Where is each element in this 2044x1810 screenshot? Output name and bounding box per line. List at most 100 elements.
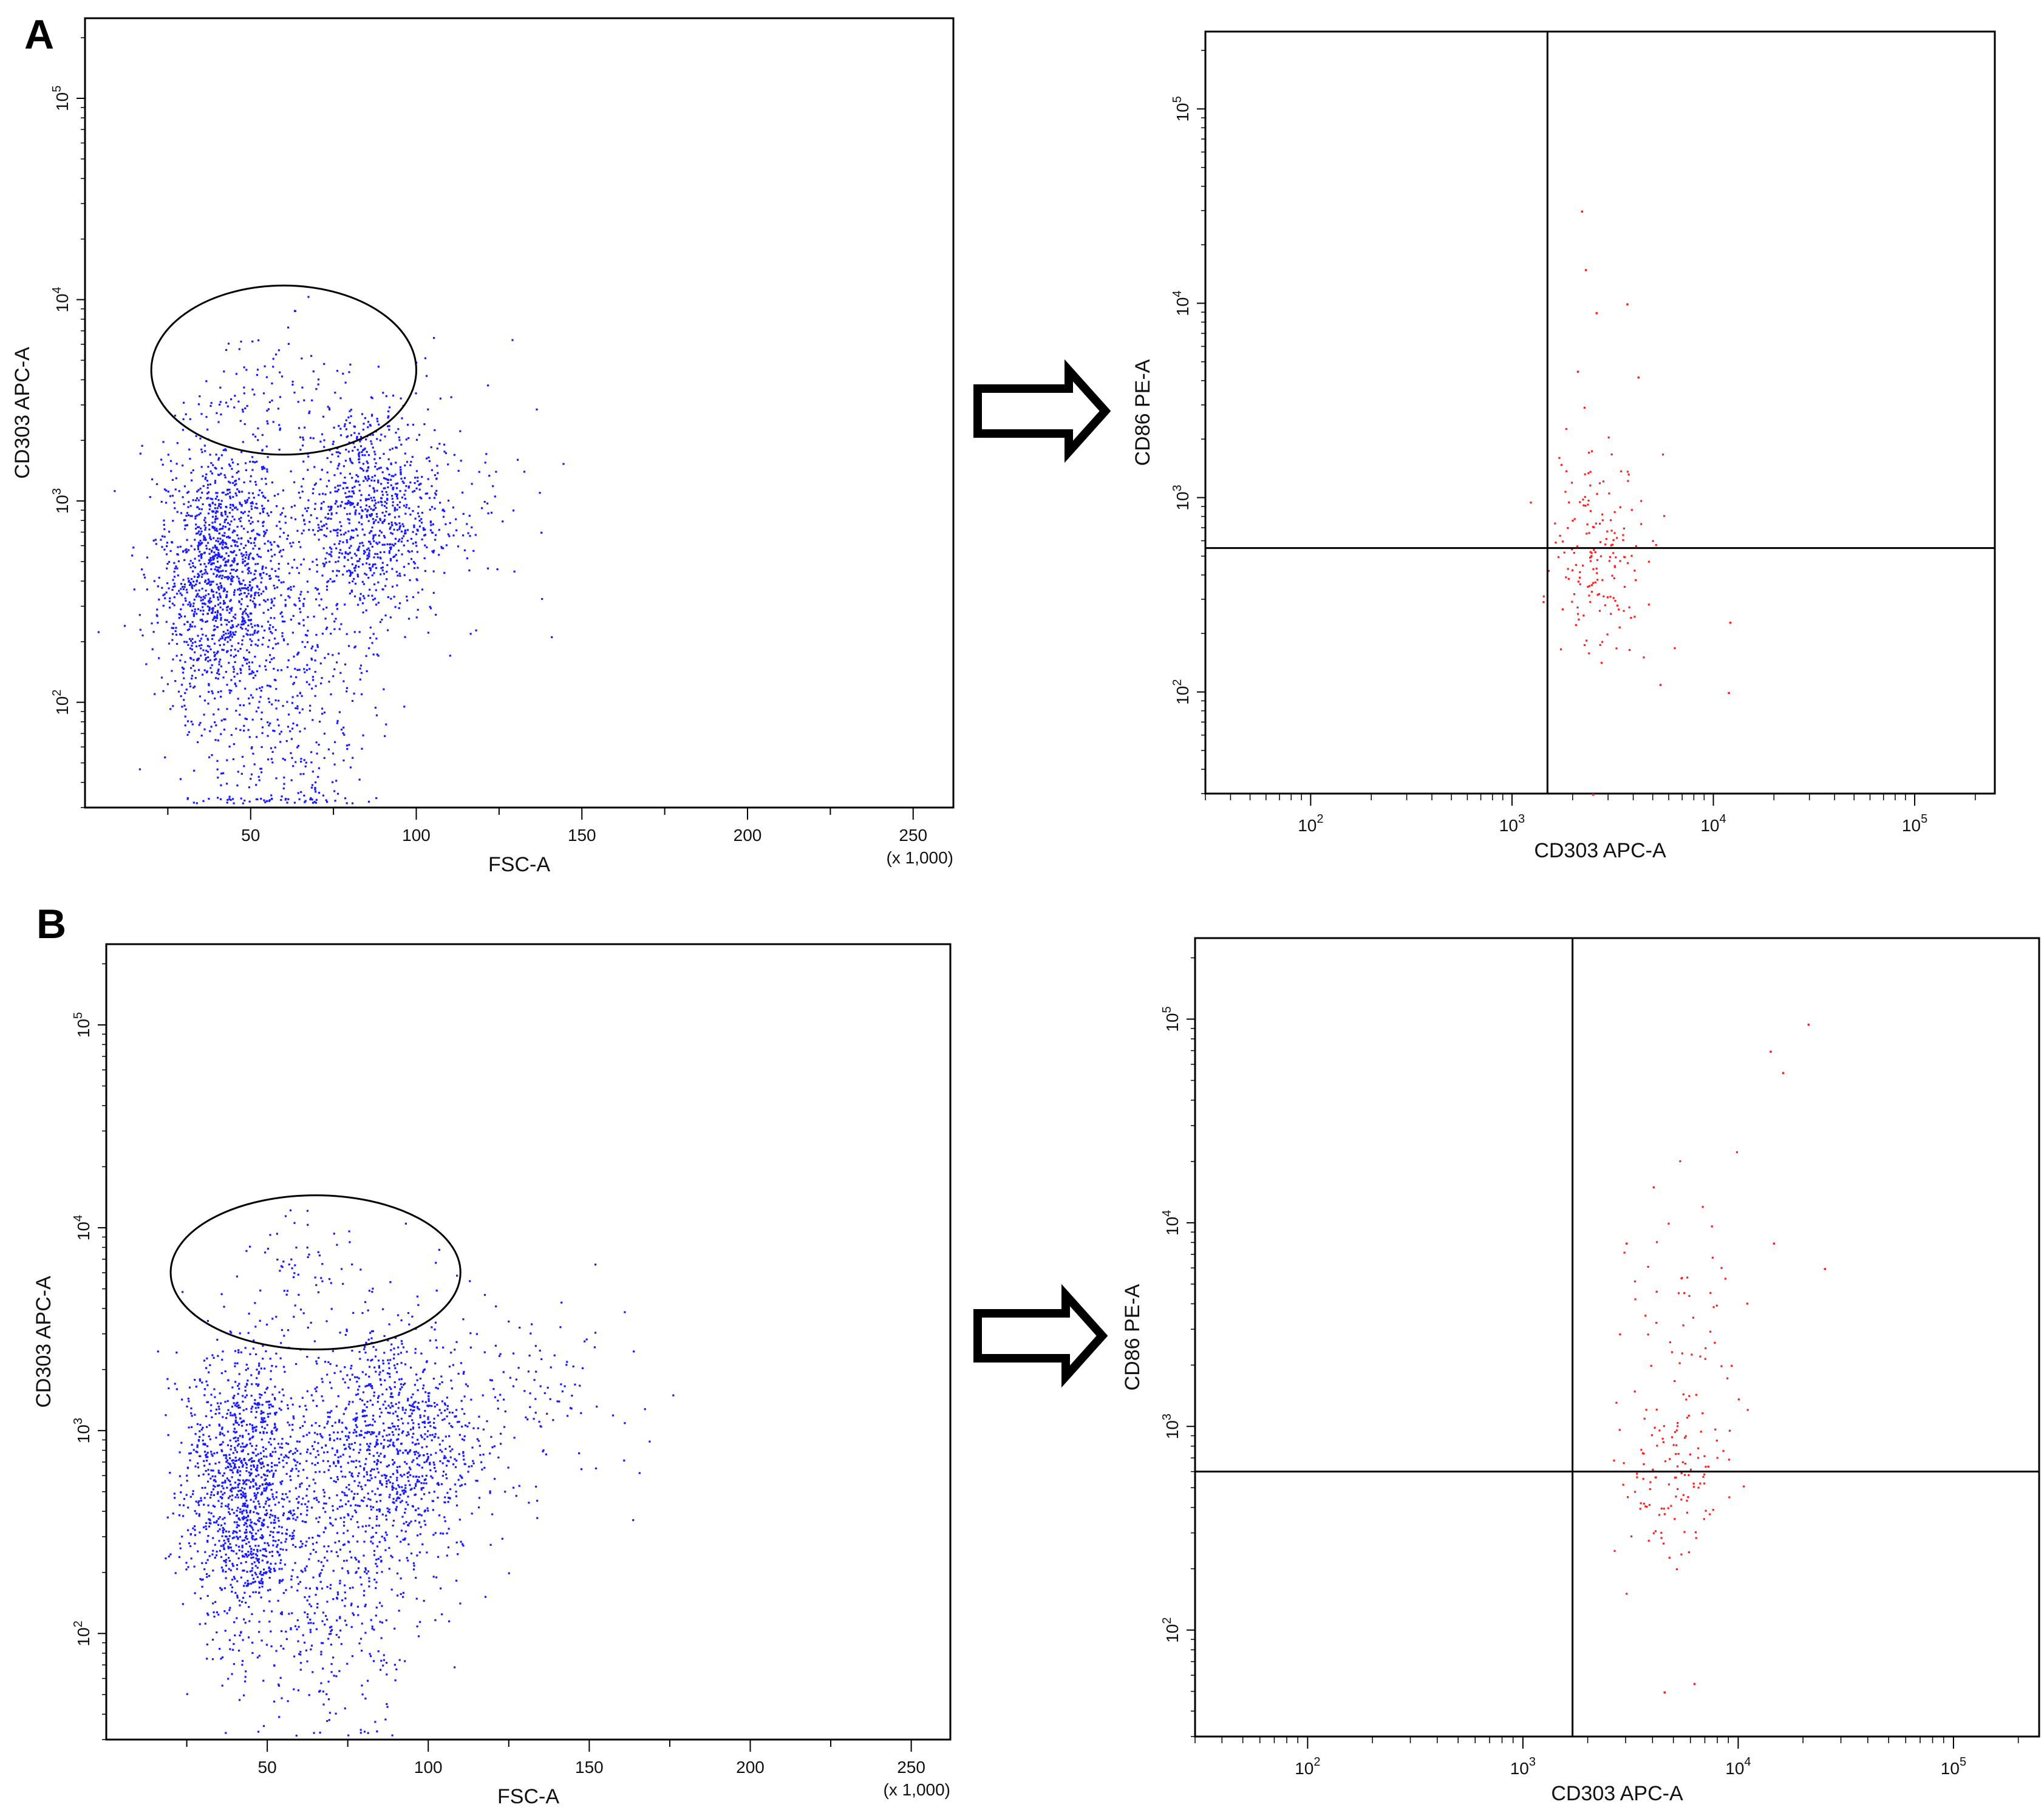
data-point bbox=[334, 486, 336, 489]
data-point bbox=[390, 521, 393, 524]
data-point bbox=[249, 1487, 251, 1489]
data-point bbox=[291, 383, 294, 386]
data-point bbox=[359, 542, 361, 545]
data-point bbox=[368, 555, 370, 558]
data-point bbox=[364, 1605, 366, 1608]
data-point bbox=[231, 1414, 234, 1417]
data-point bbox=[234, 544, 237, 546]
data-point bbox=[211, 580, 213, 583]
data-point bbox=[312, 719, 314, 721]
data-point bbox=[214, 654, 216, 656]
data-point bbox=[275, 575, 278, 577]
data-point bbox=[415, 542, 417, 544]
data-point bbox=[208, 1371, 210, 1373]
data-point bbox=[138, 614, 141, 616]
data-point bbox=[353, 446, 356, 448]
data-point bbox=[247, 1367, 250, 1370]
data-point bbox=[233, 406, 236, 409]
data-point bbox=[387, 1404, 390, 1407]
data-point bbox=[233, 675, 236, 678]
data-point bbox=[251, 1581, 254, 1584]
data-point bbox=[375, 506, 377, 509]
data-point bbox=[364, 498, 367, 500]
data-point bbox=[226, 1486, 228, 1489]
data-point bbox=[268, 627, 271, 630]
data-point bbox=[206, 1643, 208, 1645]
data-point bbox=[380, 1383, 383, 1386]
data-point bbox=[262, 590, 265, 593]
data-point bbox=[184, 524, 186, 527]
data-point bbox=[152, 539, 155, 542]
data-point bbox=[217, 1469, 220, 1472]
data-point bbox=[211, 754, 213, 757]
data-point bbox=[254, 481, 257, 483]
data-point bbox=[415, 438, 418, 441]
data-point bbox=[254, 629, 256, 632]
data-point bbox=[355, 1504, 357, 1506]
data-point bbox=[207, 660, 210, 662]
data-point bbox=[219, 386, 222, 389]
data-point bbox=[196, 1446, 199, 1448]
data-point bbox=[214, 507, 216, 509]
data-point bbox=[248, 1479, 250, 1482]
data-point bbox=[354, 566, 356, 569]
data-point bbox=[267, 549, 270, 552]
data-point bbox=[166, 545, 168, 548]
data-point bbox=[186, 629, 189, 631]
data-point bbox=[242, 587, 245, 590]
data-point bbox=[264, 1513, 267, 1516]
data-point bbox=[255, 1454, 257, 1457]
data-point bbox=[251, 1457, 253, 1460]
data-point bbox=[369, 626, 372, 629]
data-point bbox=[274, 746, 276, 749]
data-point bbox=[239, 583, 242, 585]
data-point bbox=[279, 741, 282, 743]
data-point bbox=[196, 514, 199, 517]
data-point bbox=[435, 1346, 438, 1349]
data-point bbox=[240, 797, 242, 800]
data-point bbox=[484, 1596, 487, 1598]
data-point bbox=[257, 630, 259, 633]
data-point bbox=[214, 1556, 216, 1559]
data-point bbox=[258, 1503, 261, 1505]
data-point bbox=[246, 498, 249, 501]
data-point bbox=[356, 502, 359, 505]
data-point bbox=[276, 1545, 278, 1548]
data-point bbox=[203, 1359, 206, 1362]
data-point bbox=[178, 1514, 180, 1517]
data-point bbox=[432, 1461, 435, 1464]
data-point bbox=[1595, 567, 1598, 570]
data-point bbox=[262, 467, 265, 469]
data-point bbox=[251, 1383, 253, 1386]
data-point bbox=[229, 1469, 231, 1471]
data-point bbox=[182, 429, 184, 431]
data-point bbox=[393, 506, 396, 509]
data-point bbox=[207, 656, 210, 659]
data-point bbox=[173, 562, 175, 564]
data-point bbox=[308, 568, 311, 570]
data-point bbox=[391, 495, 393, 497]
data-point bbox=[376, 1439, 378, 1441]
data-point bbox=[182, 1504, 185, 1506]
data-point bbox=[422, 1387, 424, 1390]
data-point bbox=[330, 548, 333, 550]
data-point bbox=[270, 1509, 273, 1512]
data-point bbox=[271, 761, 274, 764]
data-point bbox=[393, 509, 396, 512]
data-point bbox=[436, 464, 438, 467]
data-point bbox=[213, 1485, 215, 1487]
data-point bbox=[286, 801, 288, 804]
data-point bbox=[262, 1432, 265, 1434]
data-point bbox=[253, 1500, 255, 1503]
data-point bbox=[211, 515, 214, 518]
data-point bbox=[247, 605, 249, 607]
data-point bbox=[341, 1491, 344, 1493]
data-point bbox=[177, 553, 179, 556]
data-point bbox=[220, 624, 223, 626]
data-point bbox=[387, 425, 389, 427]
data-point bbox=[306, 641, 309, 644]
data-point bbox=[190, 720, 192, 723]
data-point bbox=[405, 485, 407, 488]
data-point bbox=[303, 519, 305, 521]
data-point bbox=[371, 574, 373, 577]
